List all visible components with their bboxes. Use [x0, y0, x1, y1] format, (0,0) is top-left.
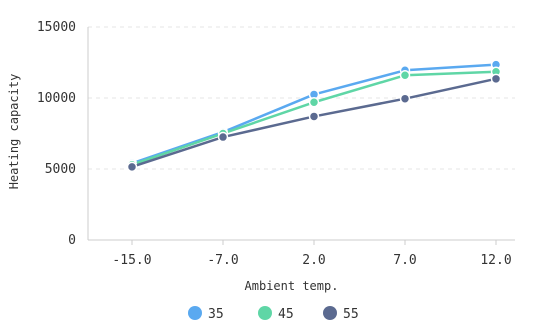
x-tick-label: -7.0 — [207, 253, 238, 268]
legend-label: 55 — [343, 307, 359, 322]
data-point[interactable] — [217, 131, 229, 143]
legend-item-55[interactable]: 55 — [323, 306, 359, 322]
legend-label: 35 — [208, 307, 224, 322]
legend-marker — [323, 306, 337, 320]
y-tick-label: 0 — [68, 233, 76, 248]
legend-marker — [188, 306, 202, 320]
legend-item-35[interactable]: 35 — [188, 306, 224, 322]
legend-item-45[interactable]: 45 — [258, 306, 294, 322]
y-tick-label: 15000 — [37, 20, 76, 35]
data-point[interactable] — [399, 70, 411, 81]
series-55 — [126, 73, 502, 173]
x-tick-label: 7.0 — [393, 253, 416, 268]
x-tick-label: 12.0 — [480, 253, 511, 268]
x-tick-label: 2.0 — [302, 253, 325, 268]
data-point[interactable] — [308, 97, 320, 108]
data-point[interactable] — [399, 93, 411, 104]
legend-marker — [258, 306, 272, 320]
grid-layer — [88, 26, 515, 170]
data-point[interactable] — [126, 161, 138, 173]
data-point[interactable] — [308, 111, 320, 122]
y-axis-title: Heating capacity — [7, 74, 21, 190]
axis-layer: 0 5000 10000 15000 -15.0 -7.0 2.0 7.0 12.0 — [37, 20, 515, 268]
series-layer — [126, 59, 502, 173]
y-tick-label: 5000 — [45, 162, 76, 177]
x-tick-label: -15.0 — [112, 253, 151, 268]
legend[interactable]: 35 45 55 — [188, 306, 359, 322]
data-point[interactable] — [490, 73, 502, 85]
legend-label: 45 — [278, 307, 294, 322]
y-tick-label: 10000 — [37, 91, 76, 106]
x-axis-title: Ambient temp. — [245, 279, 339, 293]
